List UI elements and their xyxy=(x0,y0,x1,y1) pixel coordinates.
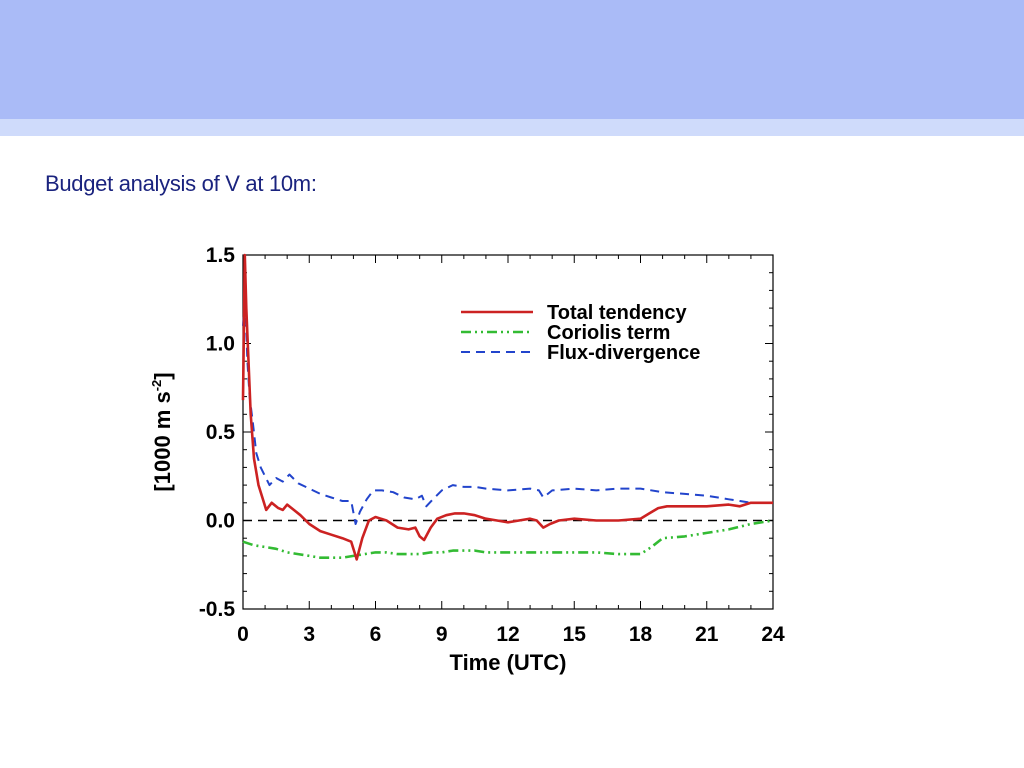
series-line-coriolis-term xyxy=(242,519,774,559)
header-band xyxy=(0,0,1024,119)
legend-label: Total tendency xyxy=(547,302,688,324)
legend-label: Flux-divergence xyxy=(547,342,700,364)
series-line-total-tendency xyxy=(241,253,773,561)
slide-title: Budget analysis of V at 10m: xyxy=(45,171,317,196)
series-line-flux-divergence xyxy=(242,298,773,525)
x-tick-label: 0 xyxy=(237,623,249,646)
y-tick-label: 1.0 xyxy=(206,333,235,356)
x-tick-label: 9 xyxy=(436,623,448,646)
header-strip xyxy=(0,119,1024,136)
y-axis-title: [1000 m s-2] xyxy=(149,372,175,491)
y-tick-label: 0.0 xyxy=(206,510,235,533)
y-axis-title-end: ] xyxy=(150,372,175,379)
x-tick-label: 15 xyxy=(563,623,587,646)
series-group xyxy=(241,253,774,561)
plot-frame-group xyxy=(242,254,774,610)
y-axis-title-main: [1000 m s xyxy=(150,391,175,491)
x-tick-label: 18 xyxy=(629,623,653,646)
y-tick-label: 1.5 xyxy=(206,244,236,267)
x-tick-label: 6 xyxy=(370,623,382,646)
x-tick-label: 24 xyxy=(761,623,785,646)
x-tick-label: 21 xyxy=(695,623,719,646)
x-axis-title: Time (UTC) xyxy=(450,650,567,675)
y-tick-label: -0.5 xyxy=(199,598,236,621)
x-tick-label: 12 xyxy=(496,623,519,646)
y-axis-title-sup: -2 xyxy=(149,380,164,392)
x-tick-label: 3 xyxy=(303,623,315,646)
ticks-group: 0 3 6 9 12 15 18 21 24 -0.5 0.0 0.5 1.0 1.5 xyxy=(199,244,785,646)
y-tick-label: 0.5 xyxy=(206,421,236,444)
legend-label: Coriolis term xyxy=(547,322,670,344)
plot-frame xyxy=(242,254,774,610)
